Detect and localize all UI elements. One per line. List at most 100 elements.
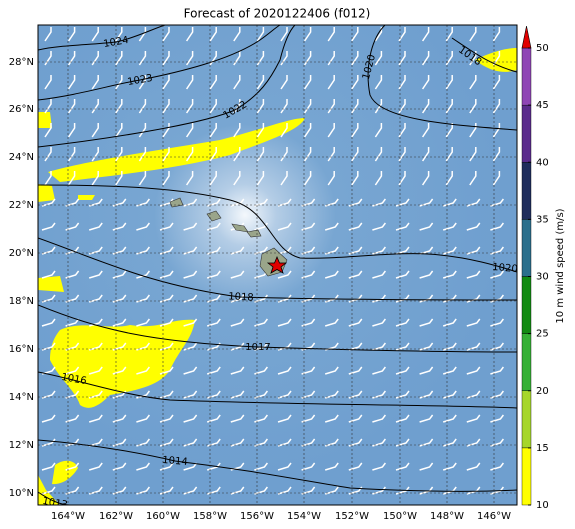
wind-barb — [88, 366, 103, 375]
lon-label: 146°W — [477, 511, 511, 522]
lat-label: 28°N — [9, 57, 34, 68]
wind-barb — [277, 414, 292, 423]
lon-label: 148°W — [430, 511, 464, 522]
wind-barb — [324, 414, 339, 423]
wind-barb — [492, 171, 501, 186]
wind-barb — [419, 270, 434, 279]
wind-barb — [277, 222, 292, 231]
wind-barb — [372, 318, 386, 327]
wind-barb — [162, 75, 170, 90]
wind-barb — [233, 171, 241, 186]
wind-barb — [351, 123, 359, 138]
wind-barb — [324, 366, 339, 375]
wind-barb — [280, 75, 288, 90]
wind-barb — [301, 222, 316, 231]
wind-barb — [209, 147, 217, 162]
wind-barb — [183, 414, 198, 423]
wind-barb — [277, 390, 292, 399]
wind-barb — [324, 318, 339, 327]
lat-label: 18°N — [9, 296, 34, 307]
wind-barb — [88, 438, 103, 447]
wind-barb — [301, 414, 316, 423]
wind-barb — [88, 462, 103, 471]
wind-barb — [159, 222, 174, 231]
lat-label: 10°N — [9, 488, 34, 499]
wind-barb — [183, 270, 198, 279]
colorbar-segment — [521, 333, 532, 391]
contours — [38, 25, 517, 505]
wind-barb — [374, 75, 383, 90]
wind-barb — [277, 462, 292, 471]
colorbar-segment — [521, 276, 532, 334]
wind-barb — [324, 438, 339, 447]
wind-barb — [395, 318, 410, 327]
wind-barb — [254, 366, 268, 375]
wind-barb — [256, 99, 265, 114]
wind-barb — [442, 270, 457, 279]
wind-barb — [327, 171, 335, 186]
wind-barb — [466, 318, 481, 327]
wind-barb — [230, 366, 245, 375]
wind-barb — [65, 342, 80, 351]
wind-barb — [492, 147, 501, 162]
wind-barb — [469, 27, 477, 42]
colorbar-segment — [521, 447, 532, 506]
wind-barb — [324, 462, 339, 471]
wind-barb — [398, 147, 406, 162]
wind-barb — [445, 171, 453, 186]
wind-barb — [469, 123, 477, 138]
wind-barb — [398, 75, 406, 90]
wind-barb — [41, 438, 56, 447]
wind-barb — [138, 123, 147, 138]
wind-barb — [41, 462, 56, 471]
wind-barb — [421, 75, 430, 90]
wind-barb — [327, 147, 335, 162]
wind-barb — [445, 75, 453, 90]
wind-barb — [159, 414, 174, 423]
colorbar-segment — [521, 47, 532, 106]
wind-barb — [65, 198, 80, 207]
wind-barb — [65, 414, 80, 423]
wind-barb — [469, 99, 477, 114]
wind-barb — [41, 294, 56, 303]
map-frame — [37, 24, 518, 506]
lon-label: 150°W — [383, 511, 417, 522]
wind-barb — [372, 222, 386, 231]
wind-barb — [65, 462, 80, 471]
colorbar-tick-label: 35 — [536, 214, 549, 225]
wind-barb — [372, 462, 386, 471]
wind-barb — [351, 75, 359, 90]
wind-barb — [185, 123, 194, 138]
wind-barb — [138, 51, 147, 66]
wind-barb — [277, 198, 292, 207]
wind-barb — [88, 294, 103, 303]
wind-barb — [162, 171, 170, 186]
wind-barb — [280, 27, 288, 42]
wind-barb — [280, 147, 288, 162]
wind-barb — [492, 123, 501, 138]
wind-barb — [162, 99, 170, 114]
wind-barb — [419, 366, 434, 375]
lat-label: 22°N — [9, 200, 34, 211]
wind-barb — [91, 27, 99, 42]
wind-barb — [41, 222, 56, 231]
wind-barb — [372, 414, 386, 423]
wind-barb — [209, 123, 217, 138]
wind-barb — [445, 99, 453, 114]
wind-barb — [254, 318, 268, 327]
wind-barb — [41, 270, 56, 279]
wind-barb — [395, 366, 410, 375]
wind-barb — [301, 366, 316, 375]
wind-barb — [277, 438, 292, 447]
wind-barb — [303, 75, 312, 90]
wind-barb — [466, 270, 481, 279]
wind-barb — [374, 147, 383, 162]
wind-barb — [41, 246, 56, 255]
wind-barb — [280, 123, 288, 138]
wind-barb — [419, 462, 434, 471]
wind-barb — [442, 318, 457, 327]
colorbar-segment — [521, 104, 532, 163]
wind-barb — [67, 147, 76, 162]
wind-barb — [254, 438, 268, 447]
wind-barb — [41, 390, 56, 399]
